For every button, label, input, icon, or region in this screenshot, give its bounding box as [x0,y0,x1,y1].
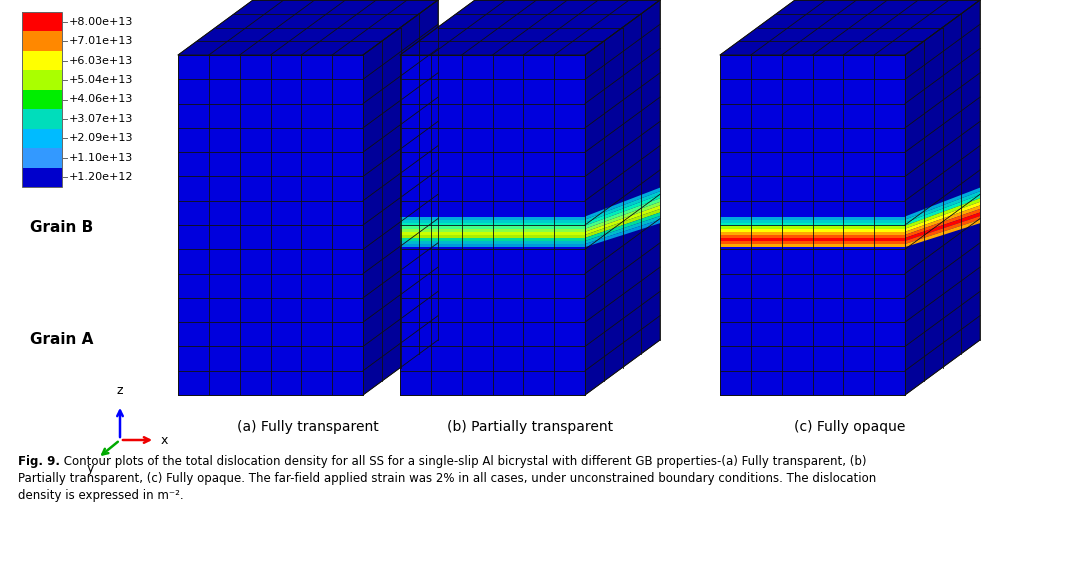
Text: Partially transparent, (c) Fully opaque. The far-field applied strain was 2% in : Partially transparent, (c) Fully opaque.… [18,472,876,485]
Text: +5.04e+13: +5.04e+13 [69,75,133,85]
Polygon shape [720,229,905,232]
Polygon shape [400,217,585,220]
Polygon shape [905,202,980,232]
Bar [22,51,62,70]
Polygon shape [585,191,660,222]
Polygon shape [905,0,980,395]
Polygon shape [400,55,585,395]
Bar [22,12,62,187]
Text: (c) Fully opaque: (c) Fully opaque [794,420,906,434]
Polygon shape [585,0,660,395]
Polygon shape [720,222,905,225]
Polygon shape [585,216,660,244]
Polygon shape [905,209,980,238]
Polygon shape [720,241,905,244]
Polygon shape [585,220,660,247]
Polygon shape [720,238,905,241]
Polygon shape [585,198,660,229]
Bar [22,148,62,167]
Polygon shape [720,232,905,235]
Polygon shape [400,241,585,244]
Polygon shape [400,235,585,238]
Polygon shape [178,55,363,395]
Polygon shape [400,225,585,229]
Polygon shape [905,198,980,229]
Text: Fig. 9.: Fig. 9. [18,455,60,468]
Bar [22,90,62,109]
Text: +1.20e+12: +1.20e+12 [69,172,134,183]
Polygon shape [363,0,438,395]
Polygon shape [905,188,980,220]
Polygon shape [720,220,905,222]
Polygon shape [720,235,905,238]
Bar [22,109,62,129]
Polygon shape [400,222,585,225]
Polygon shape [720,217,905,220]
Text: Grain A: Grain A [30,332,93,348]
Text: +6.03e+13: +6.03e+13 [69,56,133,66]
Polygon shape [585,188,660,220]
Text: x: x [161,434,168,447]
Text: density is expressed in m⁻².: density is expressed in m⁻². [18,489,184,502]
Bar [22,12,62,32]
Polygon shape [905,205,980,235]
Polygon shape [400,244,585,247]
Text: +4.06e+13: +4.06e+13 [69,95,133,104]
Text: +8.00e+13: +8.00e+13 [69,16,133,27]
Text: y: y [86,462,94,475]
Text: +7.01e+13: +7.01e+13 [69,36,133,46]
Polygon shape [720,55,905,395]
Polygon shape [720,0,980,55]
Polygon shape [585,202,660,232]
Polygon shape [178,0,438,55]
Polygon shape [905,191,980,222]
Text: +3.07e+13: +3.07e+13 [69,114,133,124]
Polygon shape [905,220,980,247]
Bar [22,70,62,90]
Text: (b) Partially transparent: (b) Partially transparent [447,420,613,434]
Text: (a) Fully transparent: (a) Fully transparent [238,420,379,434]
Polygon shape [400,0,660,55]
Text: +2.09e+13: +2.09e+13 [69,133,134,143]
Polygon shape [585,209,660,238]
Bar [22,32,62,51]
Polygon shape [720,225,905,229]
Polygon shape [400,220,585,222]
Polygon shape [585,212,660,241]
Polygon shape [400,232,585,235]
Polygon shape [905,216,980,244]
Text: +1.10e+13: +1.10e+13 [69,153,133,163]
Bar [22,167,62,187]
Polygon shape [585,205,660,235]
Polygon shape [720,244,905,247]
Polygon shape [905,212,980,241]
Polygon shape [585,195,660,225]
Polygon shape [905,195,980,225]
Polygon shape [400,238,585,241]
Text: z: z [117,384,123,397]
Text: Contour plots of the total dislocation density for all SS for a single-slip Al b: Contour plots of the total dislocation d… [60,455,866,468]
Bar [22,129,62,148]
Polygon shape [400,229,585,232]
Text: Grain B: Grain B [30,221,93,235]
